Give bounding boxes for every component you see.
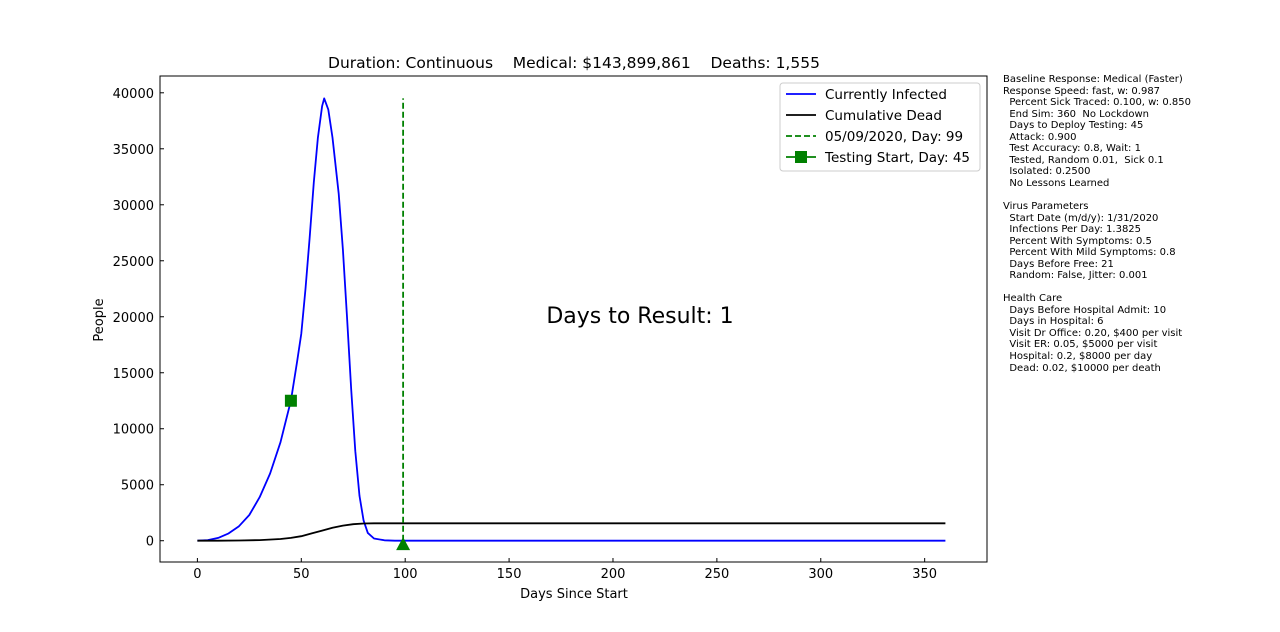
x-tick-label: 250: [704, 567, 729, 582]
x-tick-label: 100: [393, 567, 418, 582]
parameter-line: Baseline Response: Medical (Faster): [1003, 74, 1183, 85]
parameter-line: End Sim: 360 No Lockdown: [1003, 108, 1149, 120]
series-line-currently-infected: [197, 97, 946, 542]
parameter-line: Tested, Random 0.01, Sick 0.1: [1003, 154, 1164, 166]
parameter-section: Virus Parameters Start Date (m/d/y): 1/3…: [1003, 201, 1273, 282]
x-tick-label: 300: [808, 567, 833, 582]
x-tick-label: 0: [193, 567, 201, 582]
x-tick-label: 200: [601, 567, 626, 582]
section-gap: [1003, 189, 1273, 201]
y-tick-label: 30000: [113, 199, 154, 214]
section-gap: [1003, 282, 1273, 294]
parameter-line: No Lessons Learned: [1003, 177, 1110, 189]
y-tick-label: 20000: [113, 311, 154, 326]
plot-frame: [159, 75, 988, 563]
parameter-line: Days to Deploy Testing: 45: [1003, 120, 1144, 132]
parameter-line: Visit Dr Office: 0.20, $400 per visit: [1003, 327, 1183, 339]
series-line-cumulative-dead: [197, 522, 946, 542]
parameter-line: Infections Per Day: 1.3825: [1003, 224, 1142, 236]
plot-area: 0 50 100 150 200 250 300 350 0 5000 10000 15000 2000…: [113, 75, 988, 582]
parameter-line: Start Date (m/d/y): 1/31/2020: [1003, 212, 1159, 224]
parameter-line: Dead: 0.02, $10000 per death: [1003, 362, 1161, 374]
legend-label: Cumulative Dead: [825, 108, 942, 124]
parameter-line: Days Before Hospital Admit: 10: [1003, 304, 1167, 316]
x-axis-label: Days Since Start: [520, 587, 628, 602]
y-tick-label: 10000: [113, 423, 154, 438]
parameter-line: Health Care: [1003, 293, 1063, 305]
legend: Currently Infected Cumulative Dead 05/09/2…: [779, 82, 981, 172]
parameter-line: Hospital: 0.2, $8000 per day: [1003, 351, 1153, 363]
y-axis-label: People: [92, 298, 107, 341]
y-tick-label: 25000: [113, 255, 154, 270]
date-marker-triangle: [396, 537, 411, 551]
y-tick-label: 40000: [113, 87, 154, 102]
parameter-section: Health Care Days Before Hospital Admit: …: [1003, 293, 1273, 374]
parameter-line: Virus Parameters: [1003, 200, 1089, 212]
legend-box: [779, 82, 981, 172]
legend-swatch-marker: [795, 151, 807, 163]
parameter-line: Attack: 0.900: [1003, 131, 1077, 143]
parameter-line: Test Accuracy: 0.8, Wait: 1: [1003, 143, 1141, 155]
y-tick-label: 35000: [113, 143, 154, 158]
annotation-days-to-result: Days to Result: 1: [546, 304, 733, 329]
y-tick-label: 5000: [121, 479, 154, 494]
parameters-panel: Baseline Response: Medical (Faster) Respo…: [1003, 74, 1273, 374]
x-tick-label: 50: [293, 567, 310, 582]
legend-label: 05/09/2020, Day: 99: [825, 129, 963, 145]
parameter-line: Percent With Symptoms: 0.5: [1003, 235, 1152, 247]
legend-label: Currently Infected: [825, 87, 947, 103]
parameter-line: Days Before Free: 21: [1003, 258, 1114, 270]
y-tick-label: 15000: [113, 367, 154, 382]
parameter-line: Visit ER: 0.05, $5000 per visit: [1003, 339, 1158, 351]
parameter-line: Percent With Mild Symptoms: 0.8: [1003, 247, 1176, 259]
parameter-line: Percent Sick Traced: 0.100, w: 0.850: [1003, 97, 1191, 109]
y-tick-label: 0: [146, 535, 154, 550]
legend-label: Testing Start, Day: 45: [824, 150, 970, 166]
parameter-line: Isolated: 0.2500: [1003, 166, 1091, 178]
parameter-line: Days in Hospital: 6: [1003, 316, 1104, 328]
parameter-line: Response Speed: fast, w: 0.987: [1003, 85, 1161, 97]
testing-start-marker: [284, 394, 297, 407]
x-tick-label: 350: [912, 567, 937, 582]
x-tick-label: 150: [497, 567, 522, 582]
parameter-line: Random: False, Jitter: 0.001: [1003, 270, 1148, 282]
chart-title: Duration: Continuous Medical: $143,899,8…: [328, 54, 820, 72]
parameter-section: Baseline Response: Medical (Faster) Respo…: [1003, 74, 1273, 189]
